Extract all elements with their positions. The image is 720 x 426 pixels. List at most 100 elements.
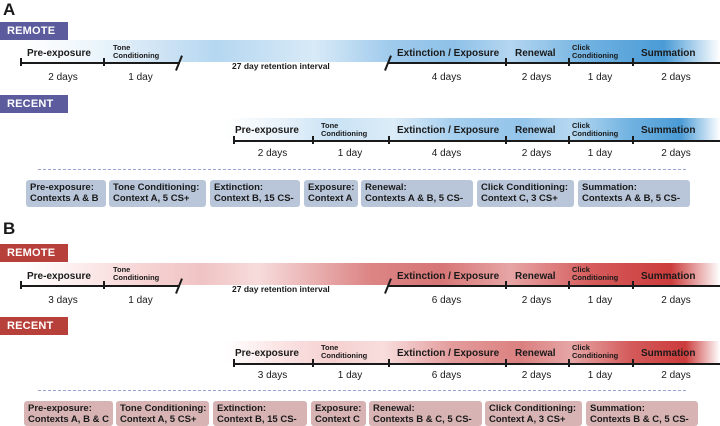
segment-extinction-exposure: Extinction / Exposure (397, 271, 500, 282)
protocol-box: Click Conditioning: Context A, 3 CS+ (485, 401, 582, 426)
segment-tone-conditioning: Tone Conditioning (321, 343, 368, 360)
duration: 3 days (48, 295, 78, 306)
retention-interval-label: 27 day retention interval (232, 284, 330, 294)
segment-tone-conditioning: Tone Conditioning (321, 121, 368, 138)
protocol-box: Exposure: Context A (304, 180, 358, 207)
remote-tag: REMOTE (0, 244, 68, 262)
tick (505, 359, 507, 367)
protocol-box: Renewal: Contexts A & B, 5 CS- (361, 180, 473, 207)
duration: 2 days (257, 148, 288, 159)
segment-pre-exposure: Pre-exposure (235, 348, 299, 359)
tick (568, 136, 570, 144)
protocol-box: Pre-exposure: Contexts A & B (26, 180, 106, 207)
segment-click-conditioning: Click Conditioning (572, 343, 619, 360)
recent-b-axis (233, 363, 720, 365)
remote-b-axis-right (388, 285, 720, 287)
tick (103, 281, 105, 289)
segment-renewal: Renewal (515, 125, 556, 136)
tick (505, 58, 507, 66)
segment-extinction-exposure: Extinction / Exposure (397, 125, 500, 136)
duration: 1 day (587, 148, 613, 159)
duration: 1 day (337, 148, 363, 159)
segment-summation: Summation (641, 48, 696, 59)
tick (233, 359, 235, 367)
recent-a-band (225, 118, 720, 140)
duration: 1 day (587, 295, 613, 306)
segment-summation: Summation (641, 125, 696, 136)
segment-click-conditioning: Click Conditioning (572, 43, 619, 60)
duration: 3 days (257, 370, 288, 381)
duration: 4 days (431, 148, 462, 159)
protocol-box: Summation: Contexts B & C, 5 CS- (586, 401, 698, 426)
segment-summation: Summation (641, 348, 696, 359)
recent-tag: RECENT (0, 317, 68, 335)
tick (632, 359, 634, 367)
duration: 2 days (521, 295, 552, 306)
remote-a-axis-left (20, 62, 180, 64)
duration: 2 days (661, 295, 691, 306)
duration: 6 days (431, 295, 462, 306)
segment-pre-exposure: Pre-exposure (27, 271, 91, 282)
tick (20, 58, 22, 66)
tick (632, 58, 634, 66)
protocol-box: Extinction: Context B, 15 CS- (213, 401, 307, 426)
duration: 2 days (661, 148, 691, 159)
tick (103, 58, 105, 66)
protocol-box: Click Conditioning: Context C, 3 CS+ (477, 180, 574, 207)
protocol-box: Summation: Contexts A & B, 5 CS- (578, 180, 690, 207)
panel-b-letter: B (3, 219, 16, 238)
remote-b-band (20, 263, 720, 285)
segment-renewal: Renewal (515, 271, 556, 282)
tick (312, 359, 314, 367)
tick (388, 136, 390, 144)
tick (568, 58, 570, 66)
duration: 1 day (128, 295, 153, 306)
segment-extinction-exposure: Extinction / Exposure (397, 48, 500, 59)
segment-tone-conditioning: Tone Conditioning (113, 43, 160, 60)
tick (568, 359, 570, 367)
segment-click-conditioning: Click Conditioning (572, 121, 619, 138)
duration: 2 days (521, 148, 552, 159)
duration: 1 day (587, 370, 613, 381)
tick (233, 136, 235, 144)
tick (20, 281, 22, 289)
segment-summation: Summation (641, 271, 696, 282)
duration: 6 days (431, 370, 462, 381)
tick (632, 281, 634, 289)
tick (505, 136, 507, 144)
segment-pre-exposure: Pre-exposure (235, 125, 299, 136)
segment-renewal: Renewal (515, 48, 556, 59)
protocol-box: Tone Conditioning: Context A, 5 CS+ (116, 401, 209, 426)
duration: 2 days (521, 72, 552, 83)
recent-tag: RECENT (0, 95, 68, 113)
segment-renewal: Renewal (515, 348, 556, 359)
duration: 2 days (521, 370, 552, 381)
remote-a-band (20, 40, 720, 62)
duration: 2 days (48, 72, 78, 83)
duration: 1 day (128, 72, 153, 83)
remote-tag: REMOTE (0, 22, 68, 40)
duration: 1 day (587, 72, 613, 83)
duration: 1 day (337, 370, 363, 381)
segment-click-conditioning: Click Conditioning (572, 265, 619, 282)
remote-b-axis-left (20, 285, 180, 287)
remote-a-axis-right (388, 62, 720, 64)
segment-pre-exposure: Pre-exposure (27, 48, 91, 59)
protocol-box: Exposure: Context C (311, 401, 366, 426)
recent-a-axis (233, 140, 720, 142)
protocol-box: Tone Conditioning: Context A, 5 CS+ (109, 180, 206, 207)
retention-interval-label: 27 day retention interval (232, 61, 330, 71)
protocol-box: Extinction: Context B, 15 CS- (210, 180, 300, 207)
tick (312, 136, 314, 144)
segment-tone-conditioning: Tone Conditioning (113, 265, 160, 282)
segment-extinction-exposure: Extinction / Exposure (397, 348, 500, 359)
tick (505, 281, 507, 289)
tick (568, 281, 570, 289)
duration: 2 days (661, 72, 691, 83)
panel-a-letter: A (3, 0, 16, 19)
protocol-box: Pre-exposure: Contexts A, B & C (24, 401, 113, 426)
protocol-box: Renewal: Contexts B & C, 5 CS- (369, 401, 482, 426)
divider (38, 169, 686, 170)
divider (38, 390, 686, 391)
tick (388, 359, 390, 367)
